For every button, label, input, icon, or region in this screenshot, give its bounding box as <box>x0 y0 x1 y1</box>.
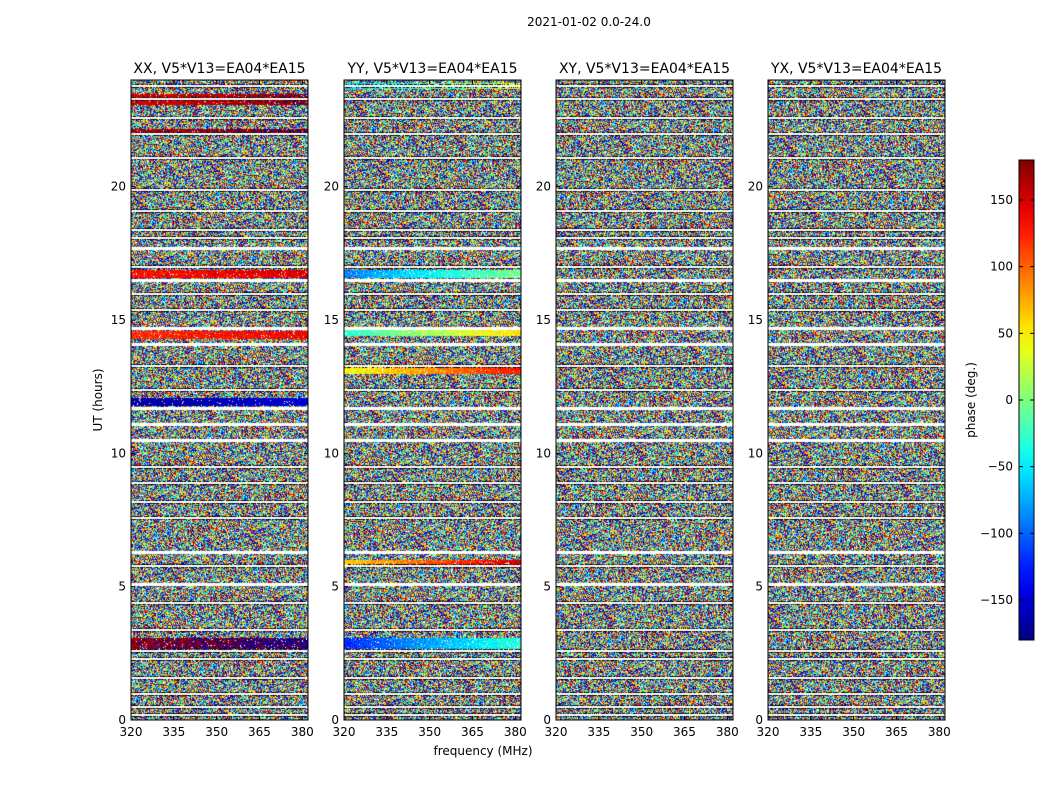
y-tick-label: 20 <box>111 180 126 194</box>
x-tick-label: 335 <box>587 725 610 739</box>
x-tick-label: 380 <box>928 725 951 739</box>
panel-title-yx: YX, V5*V13=EA04*EA15 <box>770 61 942 77</box>
x-tick-label: 350 <box>205 725 228 739</box>
colorbar-tick-label: 0 <box>1005 393 1013 407</box>
x-tick-label: 350 <box>418 725 441 739</box>
phase-heatmap-xy <box>556 80 733 720</box>
x-tick-label: 380 <box>291 725 314 739</box>
y-tick-label: 15 <box>111 313 126 327</box>
colorbar-tick-label: −50 <box>988 460 1013 474</box>
y-tick-label: 5 <box>118 580 126 594</box>
x-tick-label: 380 <box>504 725 527 739</box>
x-tick-label: 320 <box>757 725 780 739</box>
x-tick-label: 335 <box>375 725 398 739</box>
y-tick-label: 0 <box>543 713 551 727</box>
y-tick-label: 5 <box>543 580 551 594</box>
y-tick-label: 10 <box>111 446 126 460</box>
colorbar-tick-label: −100 <box>980 526 1013 540</box>
x-tick-label: 320 <box>120 725 143 739</box>
x-tick-label: 320 <box>545 725 568 739</box>
colorbar-label: phase (deg.) <box>964 362 978 438</box>
x-tick-label: 365 <box>461 725 484 739</box>
panel-title-yy: YY, V5*V13=EA04*EA15 <box>346 61 517 77</box>
x-tick-label: 365 <box>248 725 271 739</box>
panel-frame <box>343 79 522 721</box>
y-axis-label: UT (hours) <box>91 368 105 431</box>
x-tick-label: 320 <box>333 725 356 739</box>
y-tick-label: 15 <box>748 313 763 327</box>
figure-suptitle: 2021-01-02 0.0-24.0 <box>527 15 651 29</box>
panel-title-xx: XX, V5*V13=EA04*EA15 <box>133 61 305 77</box>
y-tick-label: 20 <box>536 180 551 194</box>
colorbar-tick-label: 150 <box>990 193 1013 207</box>
y-tick-label: 0 <box>118 713 126 727</box>
phase-heatmap-xx <box>131 80 308 720</box>
colorbar-tick-label: −150 <box>980 593 1013 607</box>
y-tick-label: 0 <box>755 713 763 727</box>
x-tick-label: 335 <box>799 725 822 739</box>
x-axis-label: frequency (MHz) <box>433 744 532 758</box>
panel-frame <box>555 79 734 721</box>
panel-frame <box>130 79 309 721</box>
phase-heatmap-yy <box>344 80 521 720</box>
panel-xy: XY, V5*V13=EA04*EA15 320 335 350 365 380 0 5 10 1… <box>536 61 739 739</box>
y-tick-label: 15 <box>536 313 551 327</box>
y-tick-label: 10 <box>324 446 339 460</box>
x-tick-label: 350 <box>630 725 653 739</box>
panel-yx: YX, V5*V13=EA04*EA15 320 335 350 365 380 0 5 10 1… <box>748 61 951 739</box>
x-tick-label: 365 <box>885 725 908 739</box>
x-tick-label: 335 <box>162 725 185 739</box>
y-tick-label: 20 <box>748 180 763 194</box>
y-tick-label: 20 <box>324 180 339 194</box>
phase-heatmap-yx <box>768 80 945 720</box>
x-tick-label: 350 <box>842 725 865 739</box>
colorbar: 150 100 50 0 −50 −100 −150 phase (deg.) <box>964 159 1035 641</box>
colorbar-tick-label: 100 <box>990 260 1013 274</box>
panels-group: XX, V5*V13=EA04*EA15 320 335 350 365 380 0 5 10 1… <box>111 61 951 739</box>
y-tick-label: 0 <box>331 713 339 727</box>
y-tick-label: 5 <box>755 580 763 594</box>
y-tick-label: 5 <box>331 580 339 594</box>
y-tick-label: 10 <box>536 446 551 460</box>
panel-title-xy: XY, V5*V13=EA04*EA15 <box>559 61 730 77</box>
panel-xx: XX, V5*V13=EA04*EA15 320 335 350 365 380 0 5 10 1… <box>111 61 314 739</box>
x-tick-label: 365 <box>673 725 696 739</box>
y-tick-label: 10 <box>748 446 763 460</box>
colorbar-tick-label: 50 <box>998 326 1013 340</box>
panel-yy: YY, V5*V13=EA04*EA15 320 335 350 365 380 0 5 10 1… <box>324 61 527 739</box>
y-tick-label: 15 <box>324 313 339 327</box>
panel-frame <box>767 79 946 721</box>
x-tick-label: 380 <box>716 725 739 739</box>
